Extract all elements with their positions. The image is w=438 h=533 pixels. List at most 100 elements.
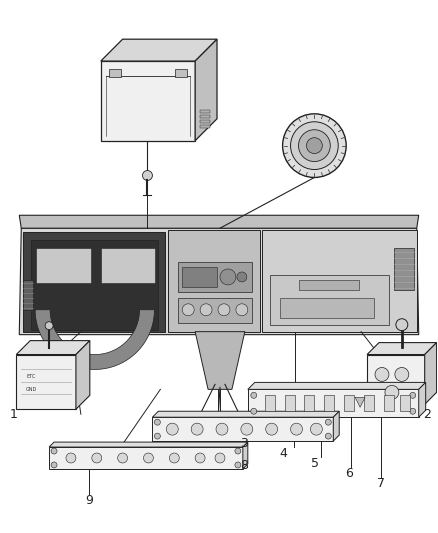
Bar (200, 115, 210, 118)
Polygon shape (419, 382, 426, 417)
Polygon shape (76, 341, 90, 409)
Bar (101, 248, 155, 283)
Circle shape (325, 433, 331, 439)
Text: 7: 7 (377, 477, 385, 490)
Polygon shape (16, 354, 76, 409)
Polygon shape (367, 354, 425, 404)
Bar (285, 395, 294, 411)
Text: GND: GND (26, 387, 38, 392)
Bar (300, 280, 359, 290)
Circle shape (298, 130, 330, 161)
Circle shape (118, 453, 127, 463)
Circle shape (66, 453, 76, 463)
Polygon shape (394, 248, 414, 290)
Text: 4: 4 (279, 447, 287, 460)
Circle shape (195, 453, 205, 463)
Bar (344, 395, 354, 411)
Bar (109, 69, 120, 77)
Circle shape (290, 122, 338, 169)
Polygon shape (101, 39, 217, 61)
Circle shape (307, 138, 322, 154)
Polygon shape (16, 341, 90, 354)
Circle shape (216, 423, 228, 435)
Polygon shape (23, 232, 165, 332)
Circle shape (290, 423, 303, 435)
Bar (182, 267, 217, 287)
Polygon shape (49, 442, 248, 447)
Polygon shape (425, 343, 437, 404)
Circle shape (170, 453, 179, 463)
Bar (384, 395, 394, 411)
Circle shape (200, 304, 212, 316)
Text: 9: 9 (85, 494, 93, 507)
Polygon shape (367, 343, 437, 354)
Polygon shape (23, 280, 33, 310)
Bar (178, 262, 252, 292)
Circle shape (410, 408, 416, 414)
Text: 3: 3 (240, 437, 248, 450)
Circle shape (325, 419, 331, 425)
Circle shape (51, 448, 57, 454)
Bar (304, 395, 314, 411)
Text: 2: 2 (423, 408, 431, 421)
Bar (36, 248, 91, 283)
Polygon shape (152, 417, 333, 441)
Circle shape (215, 453, 225, 463)
Polygon shape (248, 389, 419, 417)
Text: ETC: ETC (26, 374, 35, 379)
Bar (270, 275, 389, 325)
Polygon shape (262, 230, 417, 332)
Circle shape (251, 392, 257, 398)
Circle shape (166, 423, 178, 435)
Text: 6: 6 (345, 467, 353, 480)
Polygon shape (168, 230, 260, 332)
Bar (200, 110, 210, 113)
Circle shape (395, 367, 409, 382)
Text: 5: 5 (311, 457, 319, 470)
Polygon shape (333, 411, 339, 441)
Circle shape (237, 272, 247, 282)
Bar (265, 395, 275, 411)
Polygon shape (248, 382, 426, 389)
Circle shape (241, 423, 253, 435)
Bar (400, 395, 410, 411)
Bar (178, 298, 252, 322)
Circle shape (385, 385, 399, 399)
Bar (324, 395, 334, 411)
Circle shape (155, 433, 160, 439)
Bar (364, 395, 374, 411)
Circle shape (396, 319, 408, 330)
Polygon shape (101, 61, 195, 141)
Circle shape (144, 453, 153, 463)
Polygon shape (35, 310, 155, 369)
Circle shape (410, 392, 416, 398)
Circle shape (283, 114, 346, 177)
Circle shape (142, 171, 152, 181)
Text: 1: 1 (9, 408, 17, 421)
Polygon shape (243, 442, 248, 469)
Circle shape (218, 304, 230, 316)
Bar (200, 120, 210, 123)
Bar (175, 69, 187, 77)
Circle shape (375, 367, 389, 382)
Circle shape (155, 419, 160, 425)
Bar (200, 125, 210, 128)
Circle shape (191, 423, 203, 435)
Polygon shape (19, 215, 419, 228)
Circle shape (235, 448, 241, 454)
Polygon shape (355, 397, 365, 407)
Circle shape (236, 304, 248, 316)
Polygon shape (195, 332, 245, 389)
Circle shape (235, 462, 241, 468)
Circle shape (51, 462, 57, 468)
Circle shape (220, 269, 236, 285)
Circle shape (266, 423, 278, 435)
Circle shape (182, 304, 194, 316)
Circle shape (92, 453, 102, 463)
Polygon shape (152, 411, 339, 417)
Polygon shape (19, 228, 419, 335)
Polygon shape (31, 240, 159, 330)
Polygon shape (49, 447, 243, 469)
Circle shape (45, 322, 53, 330)
Circle shape (311, 423, 322, 435)
